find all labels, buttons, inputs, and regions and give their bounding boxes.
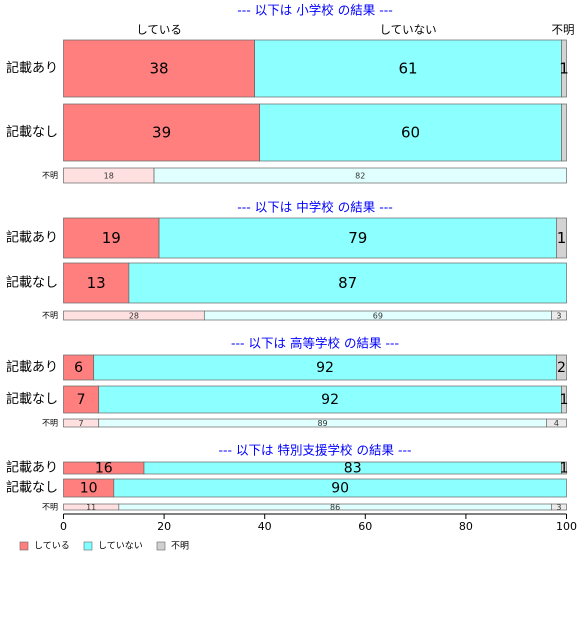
x-tick-label: 80 [459,520,473,533]
data-label: 1 [560,392,569,408]
data-label: 10 [80,481,98,497]
row-label: 記載なし [6,124,58,140]
data-label: 13 [87,274,106,292]
x-tick-label: 100 [556,520,577,533]
data-label: 6 [74,360,83,376]
panel-title: --- 以下は 特別支援学校 の結果 --- [219,443,412,458]
bar-segment [561,461,567,475]
data-label: 19 [102,229,121,247]
panel-title: --- 以下は 小学校 の結果 --- [237,3,392,18]
data-label: 60 [401,124,420,142]
bar-segment [259,103,562,162]
data-label: 79 [348,229,367,247]
data-label: 11 [86,503,96,512]
bar-segment [98,385,562,414]
bar-segment [158,217,557,259]
row-label: 記載なし [6,480,58,496]
data-label: 86 [330,503,340,512]
legend-swatch [156,541,166,551]
bar-segment [63,39,255,98]
bar-segment [153,167,567,184]
x-tick-label: 20 [157,520,171,533]
bar-segment [63,217,160,259]
data-label: 69 [373,312,383,321]
data-label: 2 [557,360,566,376]
bar-segment [63,354,95,381]
data-label: 82 [355,172,365,181]
bar-segment [556,217,567,259]
row-label: 記載あり [6,230,58,246]
data-label: 90 [331,481,349,497]
row-label: 不明 [42,311,58,320]
legend-label: 不明 [171,541,189,552]
bar-segment [254,39,562,98]
bar-segment [93,354,557,381]
legend-label: している [34,541,70,552]
data-label: 38 [150,60,169,78]
bar-segment [551,503,567,511]
data-label: 4 [554,419,559,428]
column-header: している [136,23,182,37]
bar-segment [551,310,567,321]
row-label: 記載あり [6,460,58,476]
x-tick-label: 0 [60,520,67,533]
data-label: 7 [79,419,84,428]
bar-segment [546,418,567,428]
data-label: 1 [559,60,569,78]
row-label: 記載なし [6,391,58,407]
data-label: 1 [560,461,569,477]
bar-segment [113,478,567,498]
row-label: 記載あり [6,359,58,375]
data-label: 28 [129,312,139,321]
data-label: 7 [77,392,86,408]
legend-swatch [83,541,93,551]
legend-label: していない [98,541,143,552]
data-label: 87 [338,274,357,292]
row-label: 不明 [42,419,58,428]
x-tick-label: 60 [358,520,372,533]
data-label: 3 [556,503,561,512]
data-label: 18 [104,172,114,181]
data-label: 92 [316,360,334,376]
row-label: 不明 [42,171,58,180]
panel-title: --- 以下は 高等学校 の結果 --- [231,336,399,351]
row-label: 不明 [42,503,58,512]
column-header: していない [379,23,436,37]
data-label: 1 [557,229,567,247]
data-label: 92 [321,392,339,408]
data-label: 83 [344,461,362,477]
bar-segment [561,103,567,162]
data-label: 61 [399,60,418,78]
bar-segment [63,385,100,414]
data-label: 3 [556,312,561,321]
column-header: 不明 [552,23,575,37]
bar-segment [556,354,567,381]
row-label: 記載なし [6,275,58,291]
data-label: 39 [152,124,171,142]
bar-segment [128,262,567,304]
x-tick-label: 40 [258,520,272,533]
bar-segment [561,39,567,98]
legend-swatch [19,541,29,551]
row-label: 記載あり [6,60,58,76]
data-label: 89 [317,419,327,428]
bar-segment [561,385,567,414]
data-label: 16 [95,461,113,477]
panel-title: --- 以下は 中学校 の結果 --- [237,200,392,215]
